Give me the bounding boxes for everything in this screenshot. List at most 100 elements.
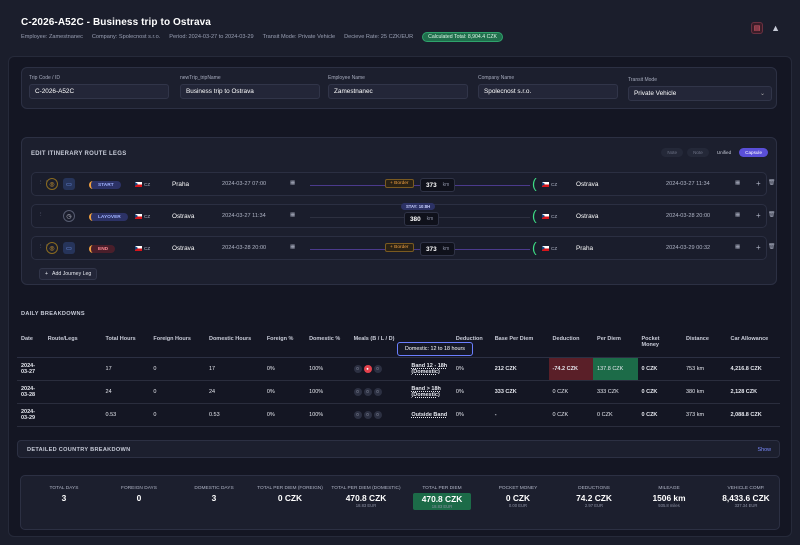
meta-company: Company: Spolecnost s.r.o. (91, 34, 161, 40)
meal-toggle[interactable]: 0 (373, 364, 382, 373)
note-button-2[interactable]: Note (687, 148, 709, 157)
summary-stat: DEDUCTIONS 74.2 CZK 2.97 EUR (559, 486, 629, 508)
arrive-datetime[interactable]: 2024-03-27 11:34 (666, 181, 710, 187)
company-input[interactable]: Spolecnost s.r.o. (478, 84, 618, 99)
arrive-marker: ( (532, 175, 537, 191)
domestic-pct-cell: 100% (305, 357, 350, 381)
to-city[interactable]: Ostrava (576, 181, 599, 188)
country-breakdown-bar[interactable]: DETAILED COUNTRY BREAKDOWN Show (17, 440, 780, 458)
summary-stat: FOREIGN DAYS 0 (104, 486, 174, 503)
unified-toggle[interactable]: Unified (716, 150, 732, 155)
depart-datetime[interactable]: 2024-03-28 20:00 (222, 245, 267, 251)
trip-name-label: newTrip_tripName (180, 75, 221, 81)
from-city[interactable]: Ostrava (172, 213, 195, 220)
arrive-datetime[interactable]: 2024-03-28 20:00 (666, 213, 711, 219)
table-row: 2024-03-27 17 0 17 0% 100% 0 ● 0 Band 12 - 18h (D… (17, 357, 780, 381)
collapse-icon[interactable]: ▲ (771, 23, 780, 33)
meal-toggle[interactable]: 0 (353, 387, 362, 396)
distance-unit: km (426, 216, 434, 222)
pdf-icon[interactable]: ▤ (751, 22, 764, 34)
trip-code-group: Trip Code / ID C-2026-A52C (29, 75, 169, 99)
calendar-icon[interactable]: ▦ (290, 244, 296, 250)
to-city[interactable]: Praha (576, 245, 594, 252)
to-city[interactable]: Ostrava (576, 213, 599, 220)
plus-icon: + (45, 271, 49, 277)
note-button-1[interactable]: Note (661, 148, 684, 157)
distance-field[interactable]: 373 km (420, 242, 456, 256)
stat-value: 470.8 CZK (345, 493, 387, 503)
meal-toggle[interactable]: 0 (373, 387, 382, 396)
meal-toggle[interactable]: 0 (373, 410, 382, 419)
leg-row: ⋮⋮ ◎ ▭ END CZ Ostrava 2024-03-28 20:00 ▦… (31, 236, 775, 260)
date-cell: 2024-03-29 (17, 403, 44, 427)
drag-handle-icon[interactable]: ⋮⋮ (38, 244, 50, 250)
employee-input[interactable]: Zamestnanec (328, 84, 468, 99)
add-icon[interactable]: + (756, 179, 761, 188)
stat-sub: 935.8 miles (658, 503, 680, 508)
distance-field[interactable]: 380 km (404, 212, 440, 226)
drag-handle-icon[interactable]: ⋮ (38, 212, 44, 218)
summary-card: TOTAL DAYS 3 FOREIGN DAYS 0 DOMESTIC DAYS 3 TO… (20, 475, 780, 530)
add-leg-button[interactable]: + Add Journey Leg (39, 268, 98, 280)
stat-sub: 18.83 EUR (431, 504, 453, 509)
column-header: Distance (682, 333, 727, 358)
pocket-money-cell: 0 CZK (637, 357, 682, 381)
from-city[interactable]: Praha (172, 181, 190, 188)
add-icon[interactable]: + (756, 243, 761, 252)
drag-handle-icon[interactable]: ⋮⋮ (38, 180, 50, 186)
distance-unit: km (442, 182, 450, 188)
column-header: Date (17, 333, 44, 358)
trip-name-input[interactable]: Business trip to Ostrava (180, 84, 320, 99)
depart-datetime[interactable]: 2024-03-27 07:00 (222, 181, 267, 187)
pocket-money-cell: 0 CZK (637, 403, 682, 427)
show-button[interactable]: Show (757, 447, 772, 453)
column-header: Base Per Diem (490, 333, 549, 358)
transit-select[interactable]: Private Vehicle ⌄ (628, 86, 772, 101)
from-city[interactable]: Ostrava (172, 245, 195, 252)
trash-icon[interactable]: 🗑 (768, 244, 776, 250)
capsule-toggle[interactable]: Capsule (739, 148, 768, 157)
meta-period: Period: 2024-03-27 to 2024-03-29 (169, 34, 254, 40)
distance-field[interactable]: 373 km (420, 178, 456, 192)
table-row: 2024-03-29 0.53 0 0.53 0% 100% 0 0 0 Outside Band… (17, 403, 780, 427)
country-from: CZ (135, 214, 150, 220)
deduction-cell: 0 CZK (548, 380, 594, 404)
total-badge: Calculated Total: 8,904.4 CZK (422, 32, 503, 42)
leg-tag: START (89, 181, 121, 189)
arrive-datetime[interactable]: 2024-03-29 00:32 (666, 245, 711, 251)
trip-code-label: Trip Code / ID (29, 75, 60, 81)
meal-toggle[interactable]: 0 (363, 387, 372, 396)
add-icon[interactable]: + (756, 211, 761, 220)
trash-icon[interactable]: 🗑 (768, 212, 776, 218)
calendar-icon[interactable]: ▦ (735, 180, 741, 186)
leg-row: ⋮ ◷ LAYOVER CZ Ostrava 2024-03-27 11:34 … (31, 203, 775, 228)
trip-code-input[interactable]: C-2026-A52C (29, 84, 169, 99)
deduction-pct-cell: 0% (451, 357, 491, 381)
calendar-icon[interactable]: ▦ (290, 180, 296, 186)
car-icon: ▭ (63, 178, 75, 190)
add-border-button[interactable]: + Border (385, 179, 414, 188)
calendar-icon[interactable]: ▦ (735, 244, 741, 250)
calendar-icon[interactable]: ▦ (735, 212, 741, 218)
distance-value: 373 (426, 181, 437, 189)
stat-label: DEDUCTIONS (578, 486, 610, 491)
meal-toggle[interactable]: 0 (353, 410, 362, 419)
meals-cell[interactable]: 0 ● 0 (349, 357, 408, 381)
meal-toggle[interactable]: 0 (353, 364, 362, 373)
add-border-button[interactable]: + Border (385, 243, 414, 252)
column-header: Route/Legs (43, 333, 102, 358)
meal-toggle[interactable]: 0 (363, 410, 372, 419)
daily-table: Date Route/Legs Total Hours Foreign Hours Do… (17, 333, 780, 427)
trash-icon[interactable]: 🗑 (768, 180, 776, 186)
depart-datetime[interactable]: 2024-03-27 11:34 (222, 213, 266, 219)
meal-toggle[interactable]: ● (363, 364, 372, 373)
stat-label: TOTAL DAYS (49, 486, 79, 491)
band-cell: Band > 18h (Domestic) (407, 380, 452, 404)
calendar-icon[interactable]: ▦ (290, 212, 296, 218)
distance-cell: 380 km (682, 380, 727, 404)
stat-label: TOTAL PER DIEM (422, 486, 462, 491)
distance-cell: 753 km (682, 357, 727, 381)
